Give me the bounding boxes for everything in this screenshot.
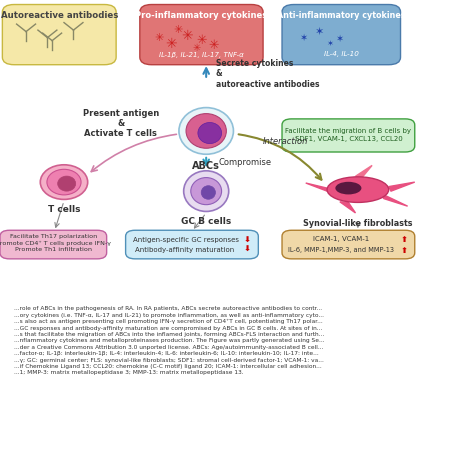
Text: ✳: ✳ bbox=[165, 36, 176, 51]
Text: IL-6, MMP-1,MMP-3, and MMP-13: IL-6, MMP-1,MMP-3, and MMP-13 bbox=[288, 247, 394, 253]
Text: IL-1β, IL-21, IL-17, TNF-α: IL-1β, IL-21, IL-17, TNF-α bbox=[159, 52, 244, 58]
Text: ⬇: ⬇ bbox=[244, 245, 251, 254]
Text: ABCs: ABCs bbox=[192, 161, 220, 171]
Text: ⬆: ⬆ bbox=[401, 246, 407, 255]
Text: ✶: ✶ bbox=[326, 40, 333, 49]
Text: ✳: ✳ bbox=[154, 33, 164, 43]
Ellipse shape bbox=[47, 169, 81, 195]
Text: Compromise: Compromise bbox=[218, 158, 271, 167]
Ellipse shape bbox=[327, 177, 389, 202]
Text: T cells: T cells bbox=[48, 205, 80, 214]
Ellipse shape bbox=[191, 178, 221, 205]
Text: Anti-inflammatory cytokines: Anti-inflammatory cytokines bbox=[277, 10, 406, 19]
Text: Antibody-affinity maturation: Antibody-affinity maturation bbox=[135, 246, 235, 253]
Text: ✶: ✶ bbox=[299, 33, 308, 43]
Text: ✶: ✶ bbox=[315, 27, 325, 36]
Ellipse shape bbox=[335, 182, 361, 194]
Polygon shape bbox=[389, 182, 415, 191]
Ellipse shape bbox=[179, 108, 233, 154]
Text: ⬇: ⬇ bbox=[244, 236, 251, 245]
Ellipse shape bbox=[58, 176, 76, 191]
Polygon shape bbox=[306, 183, 329, 192]
FancyBboxPatch shape bbox=[140, 5, 263, 65]
Polygon shape bbox=[340, 202, 356, 213]
Ellipse shape bbox=[40, 165, 88, 200]
FancyBboxPatch shape bbox=[2, 5, 116, 65]
Text: Interaction: Interaction bbox=[263, 137, 309, 146]
FancyBboxPatch shape bbox=[0, 230, 107, 259]
Text: Synovial-like fibroblasts: Synovial-like fibroblasts bbox=[303, 219, 413, 228]
Text: Present antigen
&
Activate T cells: Present antigen & Activate T cells bbox=[83, 109, 159, 138]
Text: ✳: ✳ bbox=[196, 34, 207, 47]
Text: ✳: ✳ bbox=[208, 39, 219, 52]
FancyBboxPatch shape bbox=[126, 230, 258, 259]
FancyBboxPatch shape bbox=[282, 119, 415, 152]
Ellipse shape bbox=[201, 186, 215, 199]
Text: ✶: ✶ bbox=[335, 34, 343, 44]
Text: Facilitate Th17 polarization
Promote CD4⁺ T cells produce IFN-γ
Promote Th1 infi: Facilitate Th17 polarization Promote CD4… bbox=[0, 234, 111, 252]
Text: Secrete cytokines
&
autoreactive antibodies: Secrete cytokines & autoreactive antibod… bbox=[216, 59, 319, 89]
Text: GC B cells: GC B cells bbox=[181, 217, 231, 226]
Text: ✳: ✳ bbox=[192, 43, 201, 53]
Ellipse shape bbox=[186, 114, 227, 148]
Text: Antigen-specific GC responses: Antigen-specific GC responses bbox=[133, 237, 239, 243]
Text: ⬆: ⬆ bbox=[401, 235, 407, 244]
Text: ...role of ABCs in the pathogenesis of RA. In RA patients, ABCs secrete autoreac: ...role of ABCs in the pathogenesis of R… bbox=[14, 306, 325, 375]
Text: IL-4, IL-10: IL-4, IL-10 bbox=[324, 51, 359, 56]
Text: Facilitate the migration of B cells by
SDF1, VCAM-1, CXCL13, CCL20: Facilitate the migration of B cells by S… bbox=[285, 128, 411, 143]
FancyBboxPatch shape bbox=[282, 230, 415, 259]
Text: ✳: ✳ bbox=[182, 29, 193, 43]
Ellipse shape bbox=[184, 171, 228, 211]
Text: Pro-inflammatory cytokines: Pro-inflammatory cytokines bbox=[136, 10, 267, 19]
Text: Autoreactive antibodies: Autoreactive antibodies bbox=[0, 10, 118, 19]
Polygon shape bbox=[379, 192, 408, 206]
Text: ✳: ✳ bbox=[173, 25, 182, 35]
Polygon shape bbox=[356, 165, 372, 177]
FancyBboxPatch shape bbox=[282, 5, 401, 65]
Text: ICAM-1, VCAM-1: ICAM-1, VCAM-1 bbox=[313, 237, 369, 242]
Ellipse shape bbox=[198, 122, 222, 144]
